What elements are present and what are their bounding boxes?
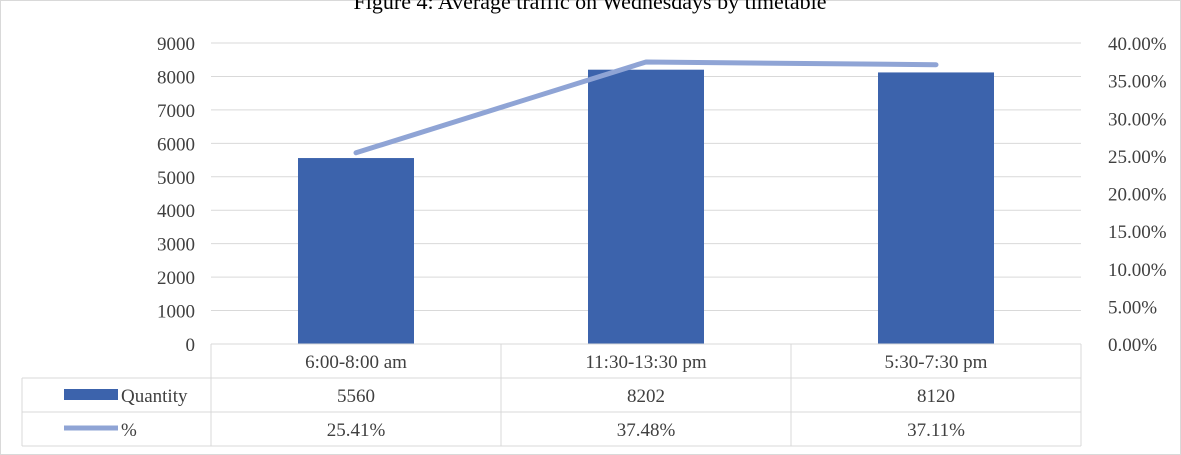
bar-1 xyxy=(588,69,704,345)
bar-0 xyxy=(298,158,414,344)
y-left-tick-label: 4000 xyxy=(157,201,195,222)
category-label: 5:30-7:30 pm xyxy=(885,352,988,373)
category-label: 6:00-8:00 am xyxy=(305,352,407,373)
y-left-tick-label: 3000 xyxy=(157,235,195,256)
table-cell-quantity: 5560 xyxy=(337,386,375,407)
y-right-tick-label: 15.00% xyxy=(1108,222,1167,243)
category-label: 11:30-13:30 pm xyxy=(585,352,706,373)
y-left-tick-label: 0 xyxy=(186,335,196,356)
legend-label-quantity: Quantity xyxy=(121,386,188,407)
y-right-tick-label: 5.00% xyxy=(1108,297,1157,318)
chart-title: Figure 4: Average traffic on Wednesdays … xyxy=(354,0,827,14)
table-cell-quantity: 8120 xyxy=(917,386,955,407)
y-right-tick-label: 10.00% xyxy=(1108,260,1167,281)
y-right-tick-label: 20.00% xyxy=(1108,185,1167,206)
legend-key-quantity xyxy=(64,389,118,400)
y-right-tick-label: 0.00% xyxy=(1108,335,1157,356)
y-right-tick-label: 40.00% xyxy=(1108,34,1167,55)
y-left-tick-label: 7000 xyxy=(157,101,195,122)
y-right-tick-label: 35.00% xyxy=(1108,72,1167,93)
legend-label-percent: % xyxy=(121,420,137,441)
table-cell-percent: 37.48% xyxy=(617,420,676,441)
bar-2 xyxy=(878,72,994,344)
y-left-tick-label: 2000 xyxy=(157,268,195,289)
table-cell-percent: 25.41% xyxy=(327,420,386,441)
y-right-tick-label: 30.00% xyxy=(1108,109,1167,130)
table-cell-quantity: 8202 xyxy=(627,386,665,407)
y-left-tick-label: 9000 xyxy=(157,34,195,55)
y-left-tick-label: 8000 xyxy=(157,67,195,88)
table-cell-percent: 37.11% xyxy=(907,420,965,441)
y-right-tick-label: 25.00% xyxy=(1108,147,1167,168)
y-left-tick-label: 5000 xyxy=(157,168,195,189)
y-left-tick-label: 6000 xyxy=(157,134,195,155)
y-left-tick-label: 1000 xyxy=(157,302,195,323)
